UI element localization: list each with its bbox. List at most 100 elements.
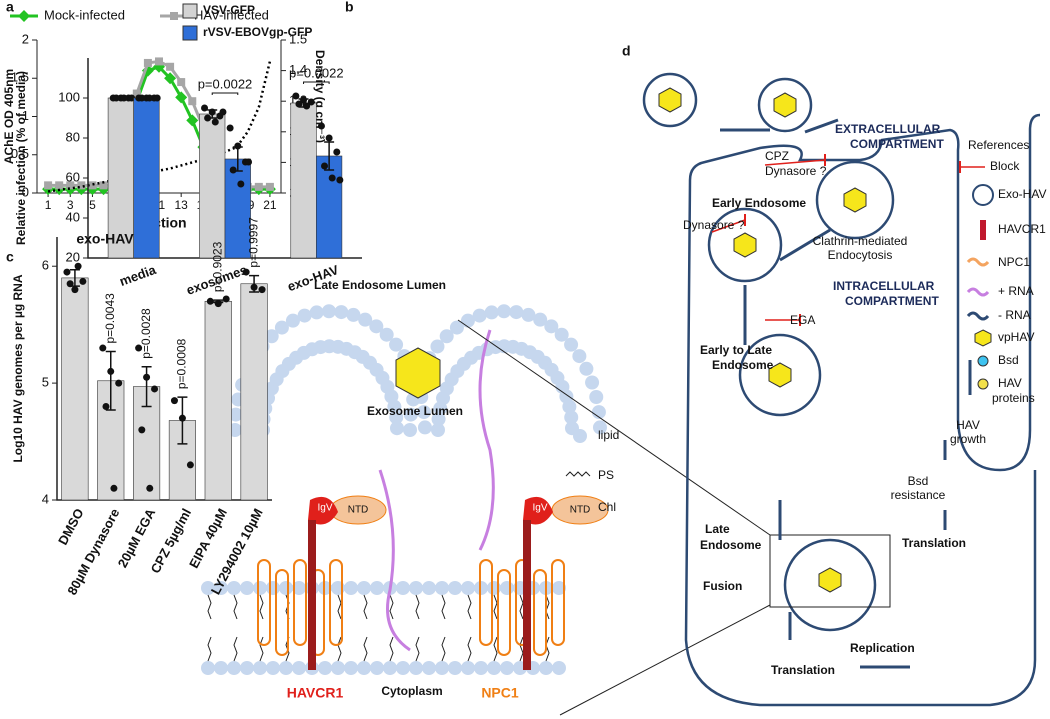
protein-label: HAVCR1 [287,685,344,701]
membrane-legend: Chl [598,500,616,514]
ntd-label: NTD [570,505,591,516]
diagram-label: Endosome [700,538,762,552]
ref-label: HAVCR1 [998,222,1046,236]
error-bar [105,350,116,411]
lipid-head [533,312,548,327]
lipid-tail [363,594,368,662]
lipid-head [331,661,345,675]
lipid-head [228,407,243,422]
x-tick-label: 21 [263,198,277,212]
membrane-legend: PS [598,468,614,482]
lipid-head [403,407,418,422]
lipid-head [266,661,280,675]
ref-icon [974,329,992,347]
lipid-head [346,307,361,322]
y-tick-label: 20 [66,249,80,264]
y-tick-label: 5 [42,375,49,390]
ref-label: proteins [992,391,1035,405]
data-point [110,484,118,492]
series-line [47,61,272,193]
diagram-label: Translation [771,663,835,677]
data-point [211,118,219,126]
npc1-loop [257,559,271,646]
lipid-head [435,581,449,595]
diagram-label: EXTRACELLULAR [835,122,941,136]
virus [768,362,792,388]
data-point [112,94,120,102]
block [711,219,746,233]
lipid-head [344,661,358,675]
x-tick-label: 3 [67,198,74,212]
marker [132,89,141,98]
marker [99,181,108,190]
y-tick-label: 0 [22,184,29,199]
data-point [102,402,110,410]
x-tick-label: 13 [175,198,189,212]
data-point [138,94,146,102]
block [764,159,826,166]
data-point [229,166,237,174]
lipid-head [357,581,371,595]
data-point [178,414,186,422]
lipid-head [409,661,423,675]
lipid-head [253,661,267,675]
lipid-head [297,308,312,323]
endosome [738,333,822,417]
endosome [815,160,895,240]
panel-letter: c [6,249,14,265]
lipid-head [266,581,280,595]
lipid-head [521,307,536,322]
ref-label: NPC1 [998,255,1030,269]
data-point [66,280,74,288]
lipid-head [461,581,475,595]
marker [265,182,274,191]
npc1-loop [497,569,511,656]
lipid-head [334,305,349,320]
endosome [757,77,813,133]
bar [107,97,134,259]
p-value: p=0.0028 [139,308,153,359]
y-tick-label: 1.4 [289,62,307,77]
zoom-line [559,604,771,716]
data-point [258,286,266,294]
lipid-head [264,329,279,344]
lipid-head [509,305,524,320]
p-value: p=0.0022 [198,76,253,91]
diagram-label: Fusion [703,579,742,593]
lipid-icon [573,429,587,443]
diagram-label: Endosome [712,358,774,372]
marker [166,62,175,71]
arrow [804,118,839,134]
ref-icon [980,220,986,240]
lipid-tail [207,594,212,662]
lipid-head [585,375,600,390]
membrane-label: Late Endosome Lumen [314,278,446,292]
marker [155,57,163,66]
x-tick-label: 5 [89,198,96,212]
lipid-head [430,339,445,354]
data-point [328,174,336,182]
p-value: p=0.9997 [246,217,260,268]
y-tick-label: 60 [66,169,80,184]
inset-box [769,534,891,608]
p-value: p=0.0022 [289,65,344,80]
lipid-head [552,581,566,595]
data-point [234,142,242,150]
lipid-head [379,327,394,342]
data-point [170,397,178,405]
marker [66,181,75,190]
membrane-label: Exosome Lumen [367,404,463,418]
lipid-head [461,661,475,675]
ref-icon [977,378,989,390]
lipid-head [448,581,462,595]
data-point [143,373,151,381]
data-point [186,461,194,469]
virus [818,567,842,593]
lipid-tail [259,594,264,662]
diagram-label: INTRACELLULAR [833,279,935,293]
data-point [151,385,159,393]
lipid-head [431,423,445,437]
data-point [63,268,71,276]
diagram-label: Early Endosome [712,196,806,210]
